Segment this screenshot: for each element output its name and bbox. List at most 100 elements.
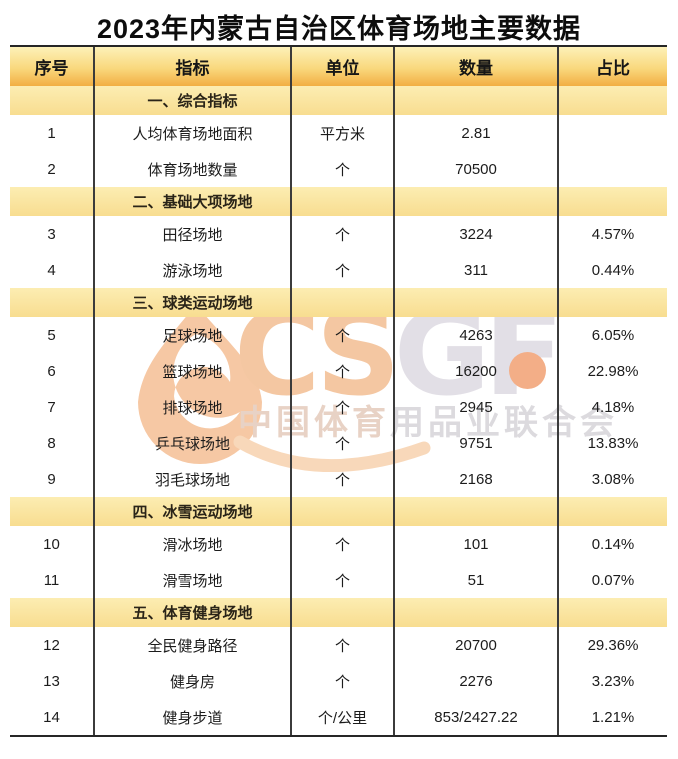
section-cell (557, 187, 667, 216)
cell-quantity: 9751 (393, 425, 557, 461)
section-cell (290, 86, 393, 115)
section-cell (393, 598, 557, 627)
cell-percent (557, 115, 667, 151)
section-cell (557, 598, 667, 627)
section-label: 五、体育健身场地 (93, 598, 290, 627)
cell-no: 12 (43, 636, 60, 654)
table-row: 14 健身步道 个/公里 853/2427.22 1.21% (10, 699, 667, 735)
cell-indicator: 羽毛球场地 (93, 461, 290, 497)
cell-percent: 3.08% (557, 461, 667, 497)
cell-quantity: 51 (393, 562, 557, 598)
section-cell (557, 288, 667, 317)
cell-unit: 个 (290, 663, 393, 699)
cell-no: 9 (47, 470, 56, 488)
cell-quantity: 2168 (393, 461, 557, 497)
section-cell (393, 187, 557, 216)
section-label: 四、冰雪运动场地 (93, 497, 290, 526)
section-cell (10, 288, 93, 317)
cell-indicator: 篮球场地 (93, 353, 290, 389)
cell-quantity: 311 (393, 252, 557, 288)
cell-unit: 个 (290, 151, 393, 187)
cell-no: 4 (47, 261, 56, 279)
cell-indicator: 田径场地 (93, 216, 290, 252)
cell-no: 6 (47, 362, 56, 380)
page-title: 2023年内蒙古自治区体育场地主要数据 (96, 14, 582, 44)
table-row: 6 篮球场地个 16200 22.98% (10, 353, 667, 389)
cell-no: 1 (47, 124, 56, 142)
section-cell (557, 497, 667, 526)
cell-quantity: 2276 (393, 663, 557, 699)
cell-percent: 29.36% (557, 627, 667, 663)
section-cell (290, 497, 393, 526)
cell-unit: 个 (290, 389, 393, 425)
section-label: 三、球类运动场地 (93, 288, 290, 317)
table-row: 10 滑冰场地个 101 0.14% (10, 526, 667, 562)
cell-quantity: 20700 (393, 627, 557, 663)
header-percent: 占比 (557, 47, 667, 86)
cell-indicator: 全民健身路径 (93, 627, 290, 663)
table-row: 1 人均体育场地面积 平方米 2.81 (10, 115, 667, 151)
cell-percent: 0.44% (557, 252, 667, 288)
cell-quantity: 2945 (393, 389, 557, 425)
cell-no: 11 (43, 571, 60, 589)
cell-percent: 0.07% (557, 562, 667, 598)
section-cell (10, 187, 93, 216)
cell-unit: 个 (290, 317, 393, 353)
section-cell (290, 288, 393, 317)
cell-quantity: 4263 (393, 317, 557, 353)
table-row: 11 滑雪场地个 51 0.07% (10, 562, 667, 598)
table-row: 5 足球场地个 4263 6.05% (10, 317, 667, 353)
cell-percent: 4.57% (557, 216, 667, 252)
cell-quantity: 16200 (393, 353, 557, 389)
cell-indicator: 足球场地 (93, 317, 290, 353)
section-cell (393, 288, 557, 317)
cell-indicator: 健身步道 (93, 699, 290, 735)
data-table: 序号 指标 单位 数量 占比 一、综合指标 1 人均体育场地面积 平方米 2.81 2 体育… (10, 45, 667, 737)
section-row: 二、基础大项场地 (10, 187, 667, 216)
section-cell (290, 598, 393, 627)
cell-quantity: 70500 (393, 151, 557, 187)
section-cell (557, 86, 667, 115)
cell-percent: 3.23% (557, 663, 667, 699)
table-row: 2 体育场地数量个 70500 (10, 151, 667, 187)
cell-no: 2 (47, 160, 56, 178)
table-row: 3 田径场地个 3224 4.57% (10, 216, 667, 252)
cell-unit: 个 (290, 252, 393, 288)
cell-no: 13 (43, 672, 60, 690)
cell-percent: 4.18% (557, 389, 667, 425)
cell-no: 5 (47, 326, 56, 344)
section-row: 一、综合指标 (10, 86, 667, 115)
cell-no: 7 (47, 398, 56, 416)
cell-indicator: 乒乓球场地 (93, 425, 290, 461)
cell-unit: 个 (290, 627, 393, 663)
cell-quantity: 2.81 (393, 115, 557, 151)
cell-no: 3 (47, 225, 56, 243)
cell-percent: 0.14% (557, 526, 667, 562)
cell-percent: 1.21% (557, 699, 667, 735)
cell-indicator: 健身房 (93, 663, 290, 699)
cell-unit: 个/公里 (290, 699, 393, 735)
header-indicator: 指标 (93, 47, 290, 86)
header-no: 序号 (34, 59, 69, 78)
header-quantity: 数量 (393, 47, 557, 86)
cell-unit: 平方米 (290, 115, 393, 151)
cell-quantity: 853/2427.22 (393, 699, 557, 735)
cell-unit: 个 (290, 526, 393, 562)
section-label: 二、基础大项场地 (93, 187, 290, 216)
header-unit: 单位 (290, 47, 393, 86)
cell-unit: 个 (290, 353, 393, 389)
section-cell (10, 497, 93, 526)
cell-indicator: 滑冰场地 (93, 526, 290, 562)
section-row: 五、体育健身场地 (10, 598, 667, 627)
cell-indicator: 排球场地 (93, 389, 290, 425)
table-header-row: 序号 指标 单位 数量 占比 (10, 45, 667, 86)
cell-unit: 个 (290, 461, 393, 497)
table-body: 一、综合指标 1 人均体育场地面积 平方米 2.81 2 体育场地数量个 70500 二、基础大… (10, 86, 667, 737)
cell-percent: 22.98% (557, 353, 667, 389)
cell-quantity: 3224 (393, 216, 557, 252)
cell-no: 14 (43, 708, 60, 726)
table-row: 7 排球场地个 2945 4.18% (10, 389, 667, 425)
section-cell (393, 86, 557, 115)
cell-indicator: 滑雪场地 (93, 562, 290, 598)
